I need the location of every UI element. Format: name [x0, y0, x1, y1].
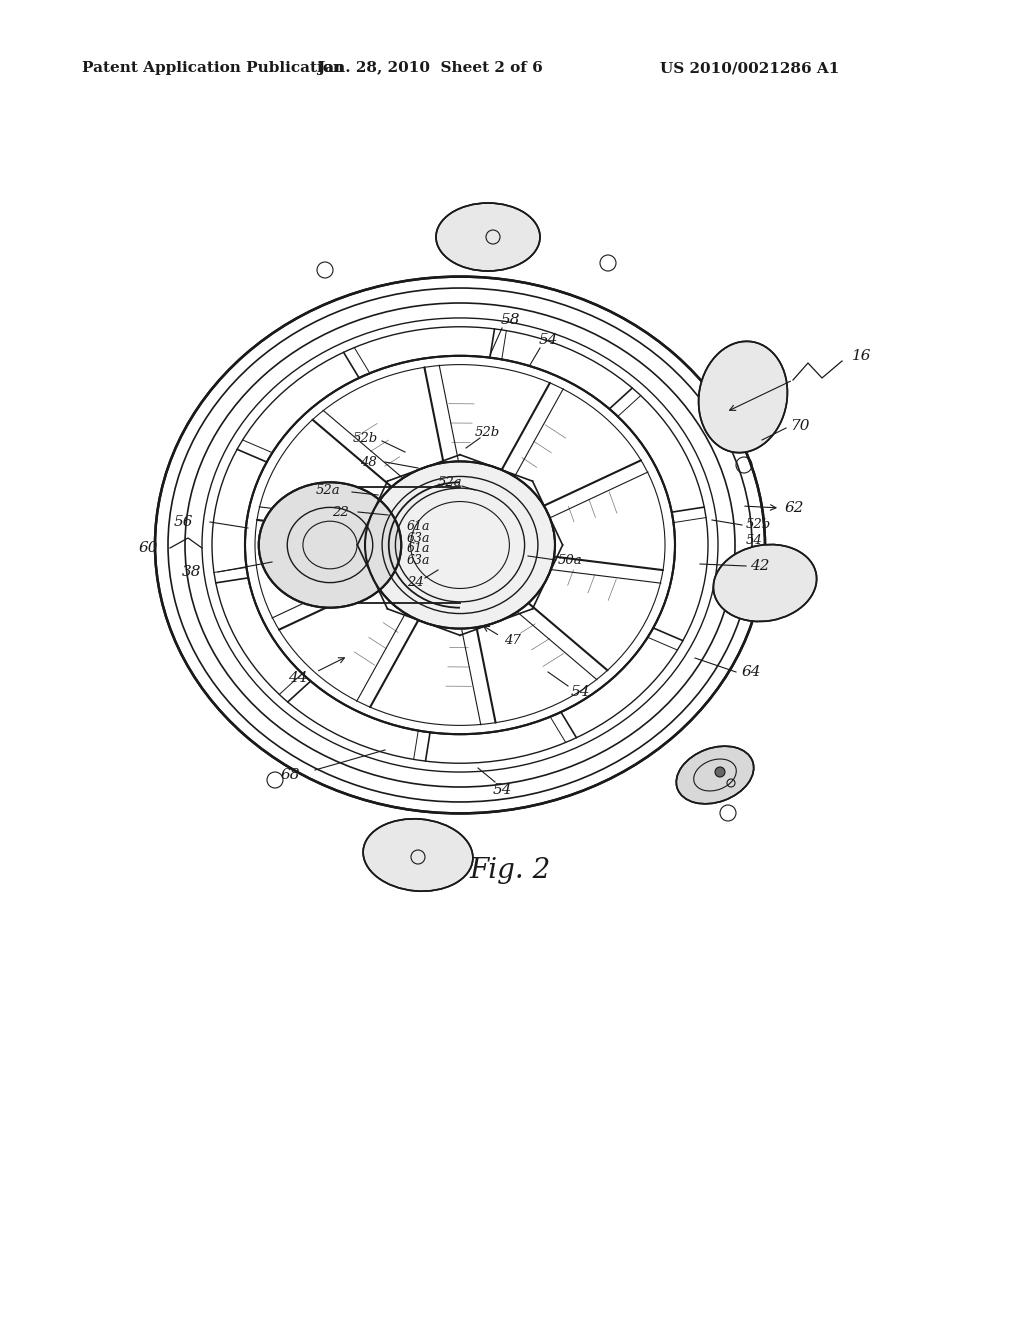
Text: 38: 38 [182, 565, 202, 579]
Text: 24: 24 [407, 576, 423, 589]
Text: 52b: 52b [746, 519, 771, 532]
Text: 63a: 63a [407, 532, 430, 544]
Text: 61a: 61a [407, 520, 430, 533]
Text: 64: 64 [742, 665, 762, 678]
Text: 54: 54 [539, 333, 558, 347]
Text: 61a: 61a [407, 543, 430, 556]
Ellipse shape [436, 203, 540, 271]
Ellipse shape [698, 342, 787, 453]
Text: 60: 60 [138, 541, 158, 554]
Text: 22: 22 [332, 506, 348, 519]
Text: 58: 58 [501, 313, 520, 327]
Text: 68: 68 [281, 768, 300, 781]
Text: 56: 56 [173, 515, 193, 529]
Text: 54: 54 [746, 533, 763, 546]
Text: 50a: 50a [558, 553, 583, 566]
Text: 52a: 52a [437, 475, 462, 488]
Text: Fig. 2: Fig. 2 [469, 857, 551, 883]
Ellipse shape [676, 746, 754, 804]
Ellipse shape [245, 356, 675, 734]
Text: 48: 48 [359, 455, 377, 469]
Text: 52a: 52a [315, 483, 340, 496]
Text: 16: 16 [852, 348, 871, 363]
Text: 54: 54 [493, 783, 512, 797]
Text: 70: 70 [790, 418, 810, 433]
Ellipse shape [259, 482, 401, 607]
Text: 52b: 52b [474, 425, 500, 438]
Text: 44: 44 [288, 671, 308, 685]
Circle shape [715, 767, 725, 777]
Text: 42: 42 [750, 558, 769, 573]
Ellipse shape [155, 277, 765, 813]
Ellipse shape [714, 545, 816, 622]
Ellipse shape [364, 818, 473, 891]
Text: US 2010/0021286 A1: US 2010/0021286 A1 [660, 61, 840, 75]
Text: 54: 54 [570, 685, 590, 700]
Text: 63a: 63a [407, 553, 430, 566]
Ellipse shape [365, 462, 555, 628]
Text: Jan. 28, 2010  Sheet 2 of 6: Jan. 28, 2010 Sheet 2 of 6 [317, 61, 543, 75]
Text: 47: 47 [504, 634, 520, 647]
Text: 52b: 52b [352, 432, 378, 445]
Text: 62: 62 [785, 502, 805, 515]
Text: Patent Application Publication: Patent Application Publication [82, 61, 344, 75]
